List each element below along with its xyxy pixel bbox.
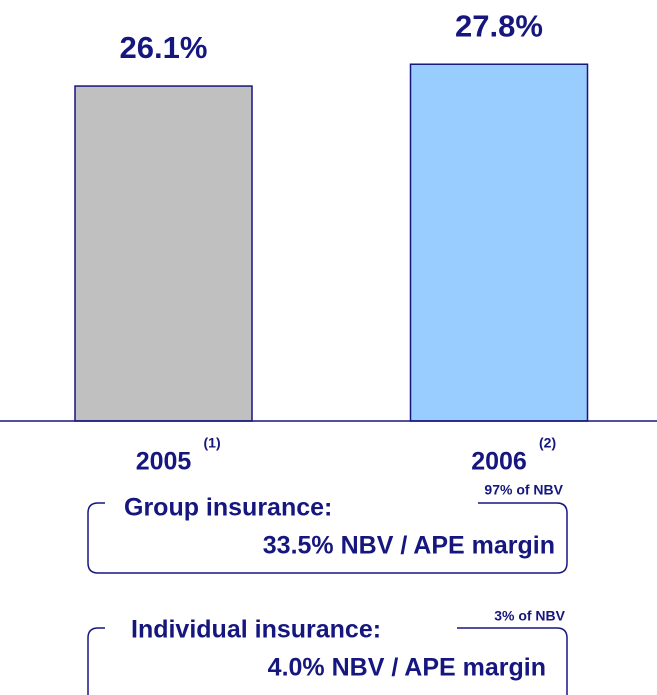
bar (74, 85, 253, 422)
bar (409, 63, 589, 422)
annotation-frame (87, 502, 568, 574)
annotation-title: Individual insurance: (131, 616, 381, 644)
data-label: 27.8% (455, 8, 543, 43)
annotation-frame (87, 627, 568, 695)
x-tick-label: 2005 (136, 448, 192, 476)
data-label: 26.1% (120, 30, 208, 65)
annotation-note: 3% of NBV (494, 608, 565, 624)
x-tick-note: (1) (204, 435, 221, 451)
annotation-text: 4.0% NBV / APE margin (268, 654, 546, 682)
annotation-note: 97% of NBV (484, 482, 563, 498)
annotation-text: 33.5% NBV / APE margin (263, 532, 555, 560)
x-tick-note: (2) (539, 435, 556, 451)
x-tick-label: 2006 (471, 448, 527, 476)
annotation-title: Group insurance: (124, 494, 332, 522)
